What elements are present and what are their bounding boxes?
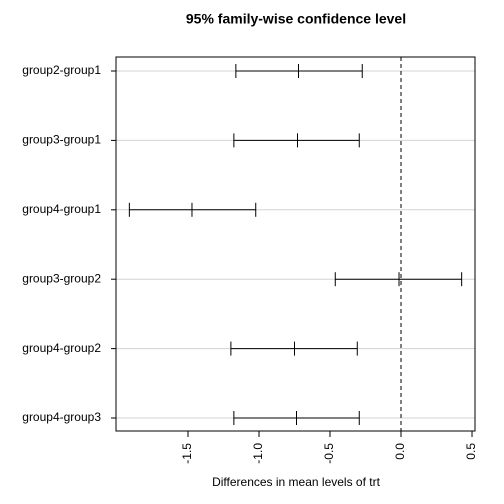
y-tick-label: group4-group2 xyxy=(22,341,101,355)
x-tick-label: -1.5 xyxy=(180,443,194,464)
y-tick-label: group3-group2 xyxy=(22,271,101,285)
y-tick-label: group4-group3 xyxy=(22,410,101,424)
y-tick-label: group4-group1 xyxy=(22,202,101,216)
plot-frame xyxy=(115,56,476,432)
y-tick-label: group3-group1 xyxy=(22,133,101,147)
x-tick-label: -0.5 xyxy=(322,443,336,464)
x-axis-label: Differences in mean levels of trt xyxy=(212,475,381,489)
x-tick-label: 0.0 xyxy=(393,443,407,460)
chart-title: 95% family-wise confidence level xyxy=(186,11,406,27)
x-tick-label: -1.0 xyxy=(251,443,265,464)
y-tick-label: group2-group1 xyxy=(22,63,101,77)
x-tick-label: 0.5 xyxy=(464,443,478,460)
